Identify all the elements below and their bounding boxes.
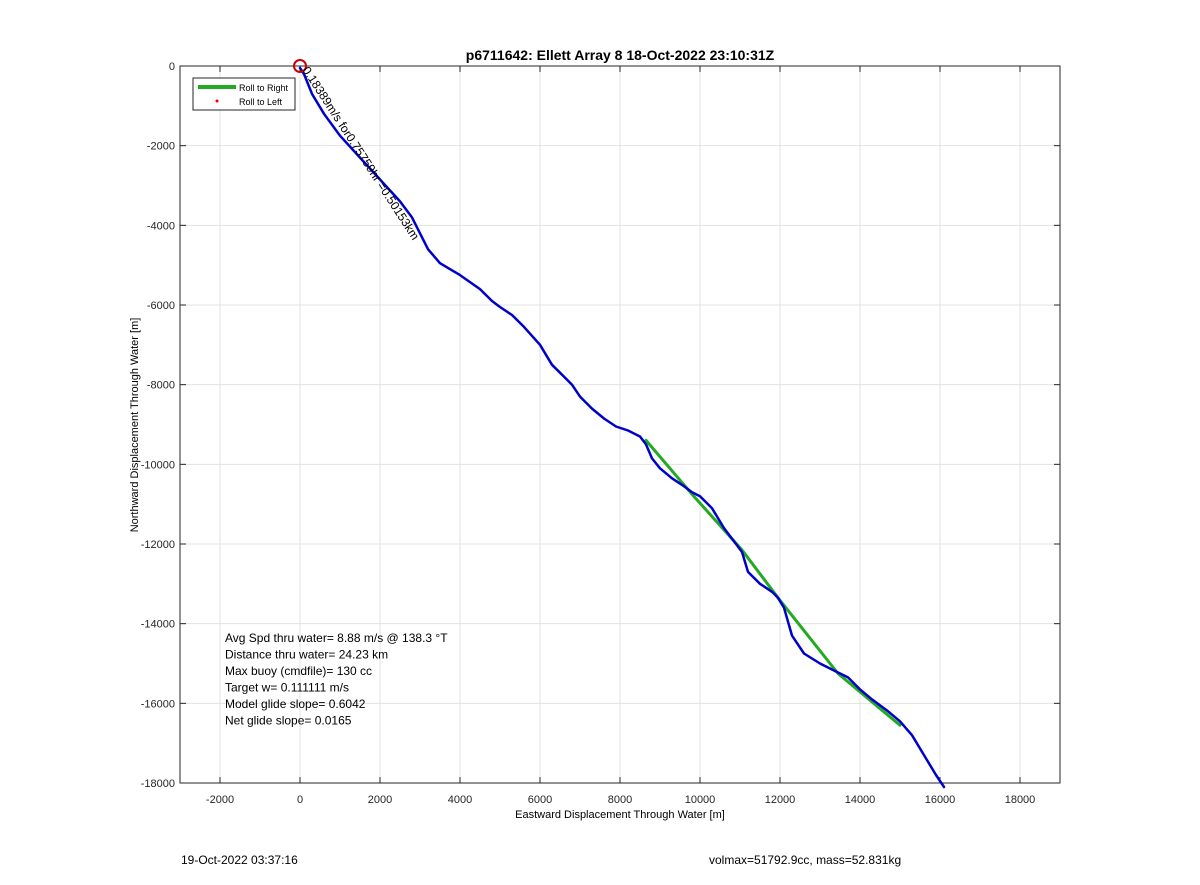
x-tick-label: 4000 [448,794,472,806]
info-line: Model glide slope= 0.6042 [225,697,366,711]
x-tick-label: 8000 [608,794,632,806]
footer-timestamp: 19-Oct-2022 03:37:16 [181,853,298,867]
roll-right-line [644,438,902,727]
info-line: Max buoy (cmdfile)= 130 cc [225,664,372,678]
y-tick-label: -2000 [147,141,175,153]
info-text-block: Avg Spd thru water= 8.88 m/s @ 138.3 °T D… [225,631,448,728]
y-tick-label: -18000 [141,778,175,790]
footer-volmax-mass: volmax=51792.9cc, mass=52.831kg [709,853,902,867]
x-tick-label: 10000 [685,794,716,806]
legend-label: Roll to Left [239,97,283,107]
trajectory-annotation: 0.18389m/s for0.75759hr =0.50153km [299,64,422,243]
x-tick-label: 2000 [368,794,392,806]
x-axis-label: Eastward Displacement Through Water [m] [515,809,725,821]
x-tick-label: 6000 [528,794,552,806]
info-line: Avg Spd thru water= 8.88 m/s @ 138.3 °T [225,631,448,645]
y-tick-label: 0 [169,61,175,73]
x-tick-label: 16000 [925,794,956,806]
series-layer [298,66,946,789]
legend-label: Roll to Right [239,83,289,93]
info-line: Distance thru water= 24.23 km [225,648,388,662]
legend-swatch-roll-left [215,99,219,103]
y-tick-label: -8000 [147,380,175,392]
legend: Roll to Right Roll to Left [192,77,296,111]
x-tick-label: 18000 [1005,794,1036,806]
y-tick-label: -12000 [141,539,175,551]
y-tick-label: -14000 [141,619,175,631]
y-axis: 0 -2000 -4000 -6000 -8000 -10000 -12000 -14000 -… [141,61,1060,790]
x-axis: -2000 0 2000 4000 6000 8000 10000 12000 14000 160… [206,66,1035,806]
y-tick-label: -4000 [147,220,175,232]
x-tick-label: 0 [297,794,303,806]
info-line: Net glide slope= 0.0165 [225,714,352,728]
chart-title: p6711642: Ellett Array 8 18-Oct-2022 23:… [466,47,775,63]
y-tick-label: -16000 [141,698,175,710]
y-tick-label: -6000 [147,300,175,312]
x-tick-label: -2000 [206,794,234,806]
x-tick-label: 14000 [845,794,876,806]
legend-box [192,77,296,111]
y-axis-label: Northward Displacement Through Water [m] [129,318,141,533]
start-marker [293,59,307,73]
x-tick-label: 12000 [765,794,796,806]
trajectory-line [298,66,946,789]
info-line: Target w= 0.111111 m/s [225,681,349,695]
start-marker-layer [293,59,307,73]
y-tick-label: -10000 [141,459,175,471]
